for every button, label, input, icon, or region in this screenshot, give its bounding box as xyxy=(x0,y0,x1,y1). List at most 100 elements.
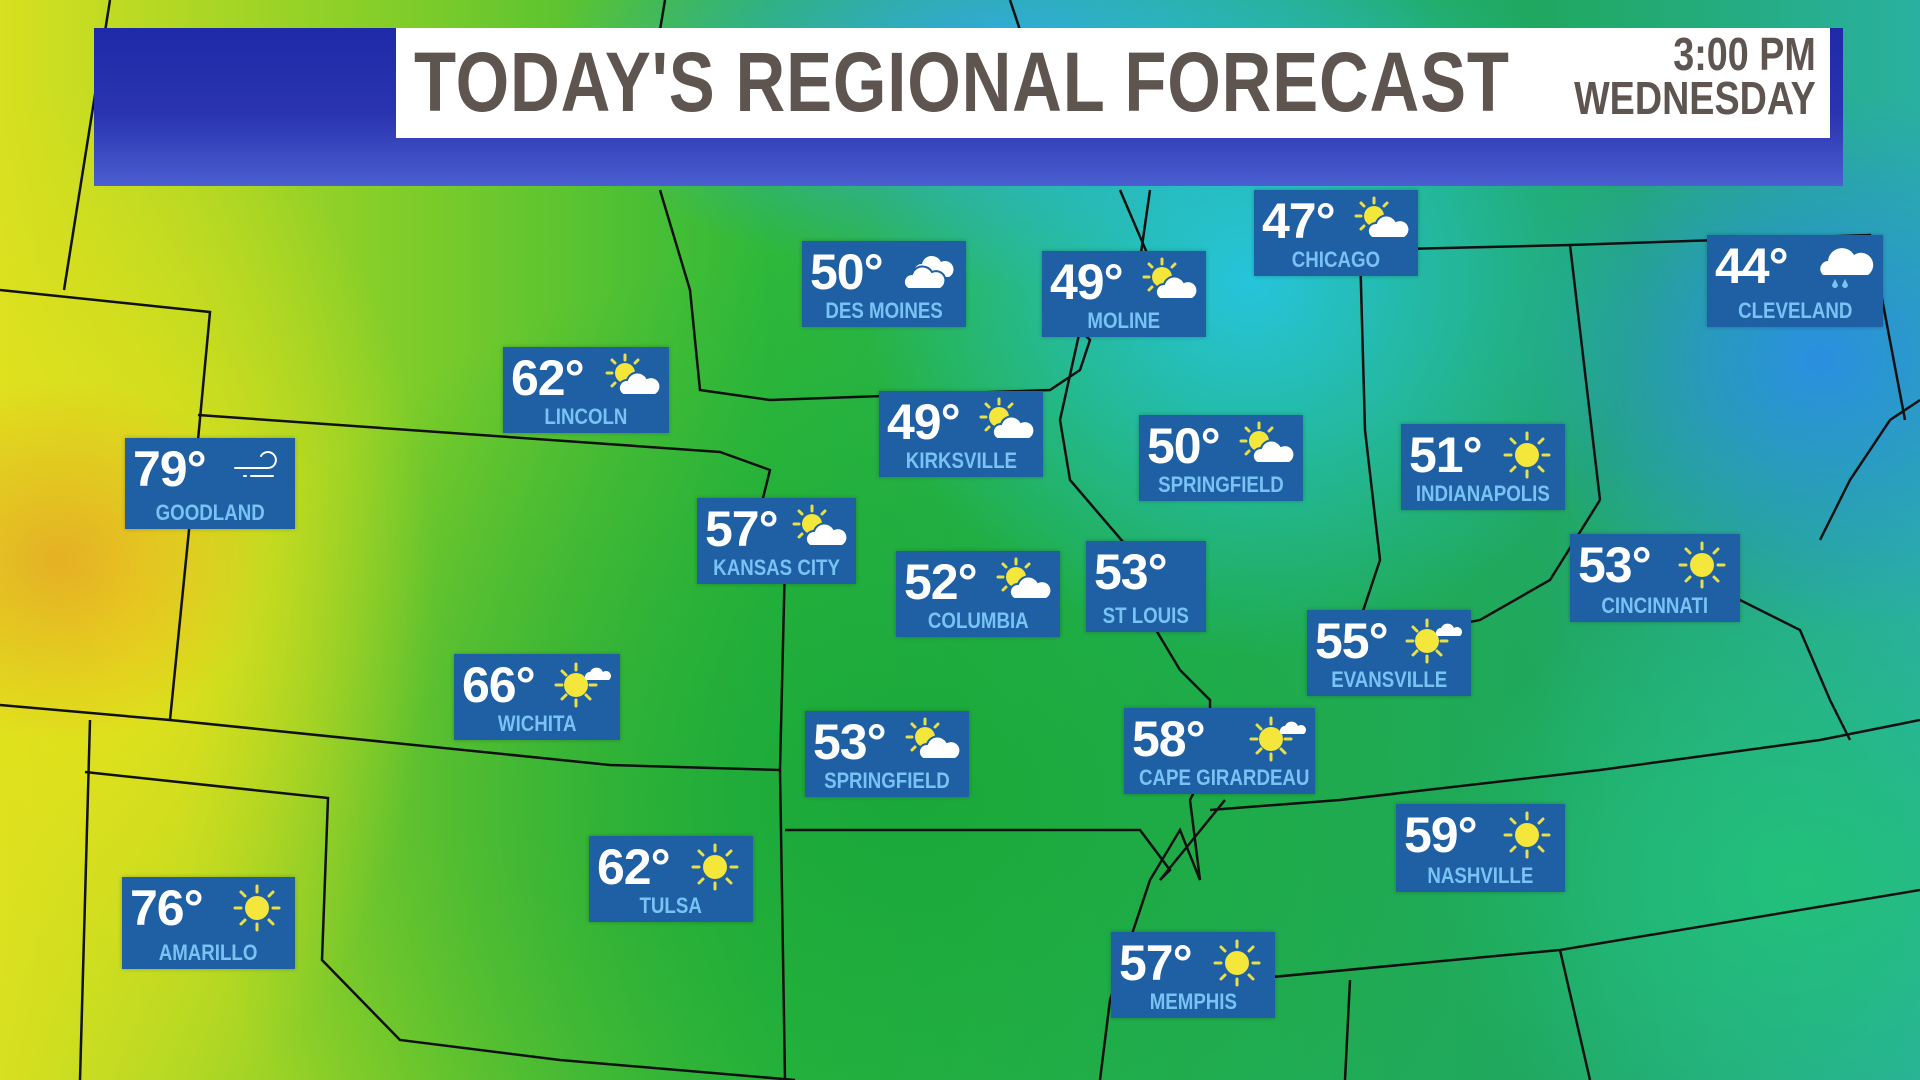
temperature: 47° xyxy=(1262,193,1336,249)
sun-icon xyxy=(1672,540,1732,590)
city-name: EVANSVILLE xyxy=(1307,667,1471,693)
temperature: 53° xyxy=(813,714,887,770)
city-name-text: SPRINGFIELD xyxy=(824,768,950,793)
city-forecast-card: 79° GOODLAND xyxy=(125,438,295,529)
city-forecast-card: 49° KIRKSVILLE xyxy=(879,391,1043,477)
mostly-sunny-icon xyxy=(1247,714,1307,764)
temperature: 49° xyxy=(887,394,961,450)
sun-icon xyxy=(1497,430,1557,480)
city-forecast-card: 62° TULSA xyxy=(589,836,753,922)
temperature: 62° xyxy=(597,839,671,895)
temperature: 50° xyxy=(810,244,884,300)
city-forecast-card: 53° CINCINNATI xyxy=(1570,534,1740,622)
partly-cloudy-icon xyxy=(992,557,1052,607)
forecast-day: WEDNESDAY xyxy=(1574,72,1816,124)
temperature: 53° xyxy=(1094,544,1168,600)
partly-cloudy-icon xyxy=(788,504,848,554)
city-name: INDIANAPOLIS xyxy=(1401,481,1565,507)
temperature: 57° xyxy=(705,501,779,557)
sun-icon xyxy=(685,842,745,892)
temperature: 76° xyxy=(130,880,204,936)
temperature: 62° xyxy=(511,350,585,406)
forecast-time: 3:00 PM WEDNESDAY xyxy=(1574,28,1816,124)
city-forecast-card: 62° LINCOLN xyxy=(503,347,669,433)
city-name-text: ST LOUIS xyxy=(1102,603,1190,628)
city-name: KANSAS CITY xyxy=(697,555,856,581)
city-name-text: WICHITA xyxy=(497,711,577,736)
sun-icon xyxy=(1207,938,1267,988)
city-name-text: MOLINE xyxy=(1087,308,1161,333)
city-name-text: COLUMBIA xyxy=(927,608,1029,633)
city-forecast-card: 59° NASHVILLE xyxy=(1396,804,1565,892)
city-name: CAPE GIRARDEAU xyxy=(1124,765,1315,791)
mostly-sunny-icon xyxy=(1403,616,1463,666)
sun-icon xyxy=(227,883,287,933)
city-forecast-card: 47° CHICAGO xyxy=(1254,190,1418,276)
city-forecast-card: 52° COLUMBIA xyxy=(896,551,1060,637)
city-forecast-card: 51° INDIANAPOLIS xyxy=(1401,424,1565,510)
city-name: GOODLAND xyxy=(125,500,295,526)
city-name-text: GOODLAND xyxy=(155,500,265,525)
city-name: SPRINGFIELD xyxy=(1139,472,1303,498)
city-name: MEMPHIS xyxy=(1111,989,1275,1015)
city-name-text: EVANSVILLE xyxy=(1330,667,1448,692)
temperature: 53° xyxy=(1578,537,1652,593)
city-name-text: CINCINNATI xyxy=(1601,593,1709,618)
city-name: WICHITA xyxy=(454,711,620,737)
temperature: 49° xyxy=(1050,254,1124,310)
temperature: 44° xyxy=(1715,238,1789,294)
temperature: 51° xyxy=(1409,427,1483,483)
header-title-box: TODAY'S REGIONAL FORECAST 3:00 PM WEDNES… xyxy=(396,28,1830,138)
city-forecast-card: 53° SPRINGFIELD xyxy=(805,711,969,797)
temperature: 59° xyxy=(1404,807,1478,863)
partly-cloudy-icon xyxy=(901,717,961,767)
city-name-text: TULSA xyxy=(639,893,703,918)
city-forecast-card: 58° CAPE GIRARDEAU xyxy=(1124,708,1315,794)
city-forecast-card: 53° ST LOUIS xyxy=(1086,541,1206,632)
city-name: COLUMBIA xyxy=(896,608,1060,634)
rain-cloud-icon xyxy=(1815,241,1875,291)
city-forecast-card: 57° KANSAS CITY xyxy=(697,498,856,584)
city-name-text: MEMPHIS xyxy=(1149,989,1237,1014)
city-name-text: KANSAS CITY xyxy=(713,555,840,580)
city-forecast-card: 76° AMARILLO xyxy=(122,877,295,969)
city-forecast-card: 57° MEMPHIS xyxy=(1111,932,1275,1018)
city-forecast-card: 44° CLEVELAND xyxy=(1707,235,1883,327)
city-forecast-card: 49° MOLINE xyxy=(1042,251,1206,337)
partly-cloudy-icon xyxy=(1235,421,1295,471)
city-name: NASHVILLE xyxy=(1396,863,1565,889)
mostly-sunny-icon xyxy=(552,660,612,710)
city-name: DES MOINES xyxy=(802,298,966,324)
page-title: TODAY'S REGIONAL FORECAST xyxy=(414,35,1510,129)
temperature: 58° xyxy=(1132,711,1206,767)
city-name: KIRKSVILLE xyxy=(879,448,1043,474)
city-forecast-card: 55° EVANSVILLE xyxy=(1307,610,1471,696)
temperature: 66° xyxy=(462,657,536,713)
forecast-hour: 3:00 PM xyxy=(1673,28,1816,80)
wind-icon xyxy=(227,444,287,494)
city-forecast-card: 66° WICHITA xyxy=(454,654,620,740)
temperature: 52° xyxy=(904,554,978,610)
temperature: 55° xyxy=(1315,613,1389,669)
city-name-text: KIRKSVILLE xyxy=(905,448,1017,473)
temperature: 50° xyxy=(1147,418,1221,474)
city-name-text: LINCOLN xyxy=(544,404,628,429)
city-name-text: CAPE GIRARDEAU xyxy=(1139,765,1310,790)
city-name-text: SPRINGFIELD xyxy=(1158,472,1284,497)
city-name: CINCINNATI xyxy=(1570,593,1740,619)
partly-cloudy-icon xyxy=(1138,257,1198,307)
sun-icon xyxy=(1497,810,1557,860)
city-name-text: AMARILLO xyxy=(159,940,258,965)
city-name: ST LOUIS xyxy=(1086,603,1206,629)
city-name: SPRINGFIELD xyxy=(805,768,969,794)
temperature: 57° xyxy=(1119,935,1193,991)
city-forecast-card: 50° DES MOINES xyxy=(802,241,966,327)
city-name-text: CLEVELAND xyxy=(1737,298,1853,323)
city-name: AMARILLO xyxy=(122,940,295,966)
mostly-cloudy-icon xyxy=(898,247,958,297)
temperature: 79° xyxy=(133,441,207,497)
city-name: CLEVELAND xyxy=(1707,298,1883,324)
city-name-text: CHICAGO xyxy=(1291,247,1381,272)
city-name: CHICAGO xyxy=(1254,247,1418,273)
city-name: LINCOLN xyxy=(503,404,669,430)
